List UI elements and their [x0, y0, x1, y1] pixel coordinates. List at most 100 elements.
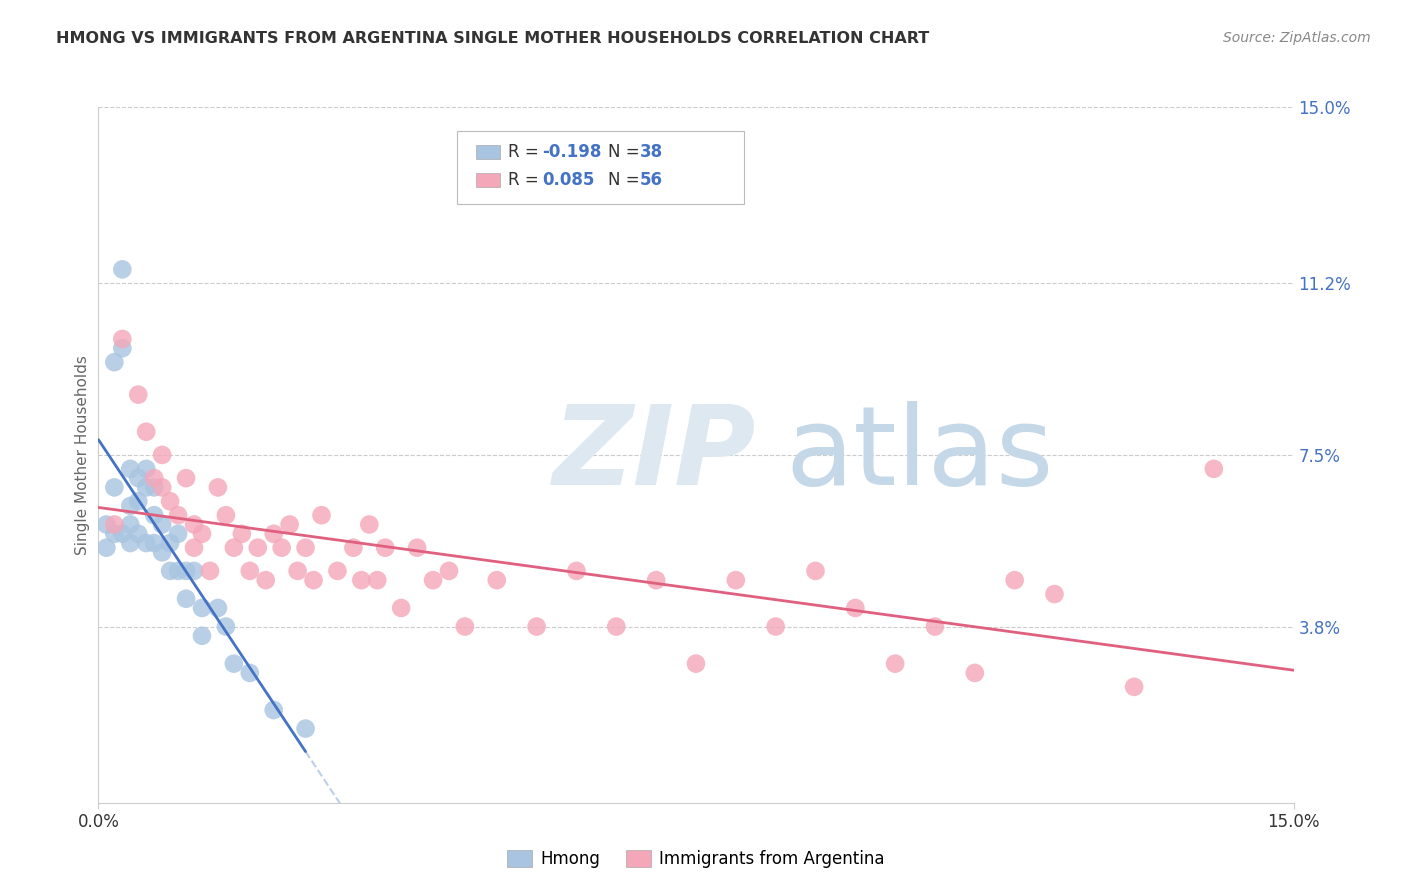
Point	[103, 517, 125, 532]
Point	[150, 448, 173, 462]
Point	[111, 526, 134, 541]
FancyBboxPatch shape	[477, 145, 501, 159]
Text: ZIP: ZIP	[553, 401, 756, 508]
Point	[143, 536, 166, 550]
Point	[645, 573, 668, 587]
Point	[127, 471, 149, 485]
Point	[254, 573, 277, 587]
Text: 38: 38	[640, 144, 662, 161]
Point	[389, 601, 412, 615]
Point	[359, 517, 381, 532]
Text: 0.085: 0.085	[541, 171, 595, 189]
Point	[342, 541, 364, 555]
FancyBboxPatch shape	[457, 131, 744, 204]
Point	[135, 480, 157, 494]
Point	[198, 564, 221, 578]
Point	[454, 619, 477, 633]
Point	[167, 508, 190, 523]
Point	[207, 480, 229, 494]
Text: -0.198: -0.198	[541, 144, 602, 161]
Text: Source: ZipAtlas.com: Source: ZipAtlas.com	[1223, 31, 1371, 45]
Point	[565, 564, 588, 578]
Point	[183, 517, 205, 532]
Point	[287, 564, 309, 578]
Point	[103, 480, 125, 494]
Point	[526, 619, 548, 633]
Text: atlas: atlas	[786, 401, 1054, 508]
Point	[191, 601, 214, 615]
Text: N =: N =	[607, 171, 644, 189]
Point	[135, 425, 157, 439]
Text: HMONG VS IMMIGRANTS FROM ARGENTINA SINGLE MOTHER HOUSEHOLDS CORRELATION CHART: HMONG VS IMMIGRANTS FROM ARGENTINA SINGL…	[56, 31, 929, 46]
Point	[143, 508, 166, 523]
Point	[239, 665, 262, 680]
Point	[135, 536, 157, 550]
Point	[159, 536, 181, 550]
Text: 56: 56	[640, 171, 662, 189]
Point	[278, 517, 301, 532]
Point	[246, 541, 269, 555]
Point	[605, 619, 627, 633]
Point	[1123, 680, 1146, 694]
Point	[222, 541, 245, 555]
Point	[263, 703, 285, 717]
Point	[127, 526, 149, 541]
Point	[191, 629, 214, 643]
Point	[120, 536, 142, 550]
Point	[111, 262, 134, 277]
Legend: Hmong, Immigrants from Argentina: Hmong, Immigrants from Argentina	[501, 843, 891, 874]
Point	[103, 526, 125, 541]
Point	[844, 601, 866, 615]
Point	[422, 573, 444, 587]
Point	[120, 462, 142, 476]
Point	[215, 508, 238, 523]
Point	[174, 564, 197, 578]
Point	[127, 387, 149, 401]
Text: R =: R =	[509, 144, 544, 161]
Point	[366, 573, 388, 587]
Point	[374, 541, 396, 555]
Point	[96, 541, 118, 555]
Point	[326, 564, 349, 578]
Point	[207, 601, 229, 615]
Point	[174, 591, 197, 606]
Point	[135, 462, 157, 476]
Point	[685, 657, 707, 671]
Point	[263, 526, 285, 541]
Point	[167, 526, 190, 541]
Point	[1004, 573, 1026, 587]
Point	[804, 564, 827, 578]
Point	[159, 494, 181, 508]
Point	[167, 564, 190, 578]
Point	[884, 657, 907, 671]
Point	[270, 541, 292, 555]
Point	[111, 332, 134, 346]
Point	[350, 573, 373, 587]
Point	[215, 619, 238, 633]
Point	[150, 545, 173, 559]
Point	[437, 564, 460, 578]
Point	[239, 564, 262, 578]
Point	[174, 471, 197, 485]
Point	[143, 480, 166, 494]
Y-axis label: Single Mother Households: Single Mother Households	[75, 355, 90, 555]
Point	[111, 341, 134, 355]
Text: N =: N =	[607, 144, 644, 161]
Point	[294, 541, 316, 555]
Point	[103, 355, 125, 369]
Text: R =: R =	[509, 171, 544, 189]
Point	[311, 508, 333, 523]
Point	[150, 517, 173, 532]
Point	[127, 494, 149, 508]
Point	[120, 517, 142, 532]
FancyBboxPatch shape	[477, 173, 501, 187]
Point	[120, 499, 142, 513]
Point	[183, 541, 205, 555]
Point	[765, 619, 787, 633]
Point	[231, 526, 253, 541]
Point	[963, 665, 986, 680]
Point	[222, 657, 245, 671]
Point	[1202, 462, 1225, 476]
Point	[924, 619, 946, 633]
Point	[1043, 587, 1066, 601]
